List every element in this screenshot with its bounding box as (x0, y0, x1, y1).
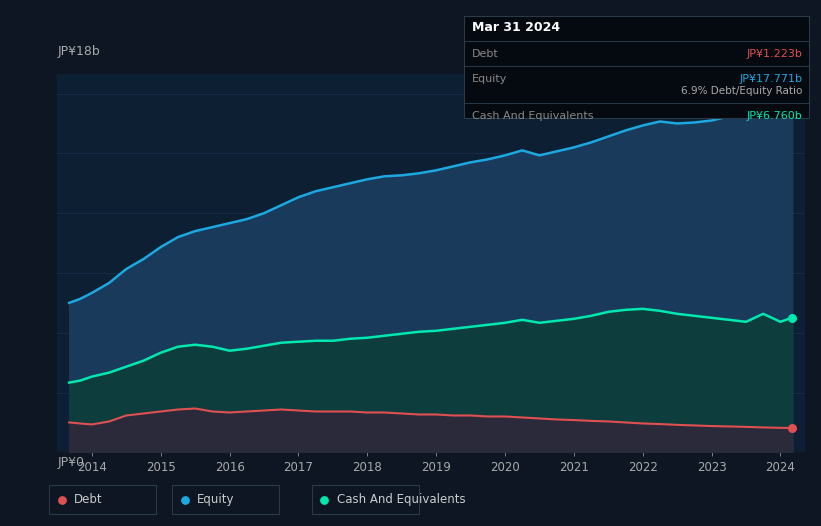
Point (786, 313, 799, 322)
Point (318, 495, 331, 504)
FancyBboxPatch shape (172, 485, 279, 514)
Text: Equity: Equity (197, 493, 235, 507)
Text: JP¥6.760b: JP¥6.760b (746, 111, 802, 122)
Point (178, 495, 191, 504)
Point (786, 94, 799, 103)
Text: Equity: Equity (472, 74, 507, 85)
Text: JP¥0: JP¥0 (57, 456, 85, 469)
Text: JP¥17.771b: JP¥17.771b (739, 74, 802, 85)
FancyBboxPatch shape (49, 485, 156, 514)
Text: Cash And Equivalents: Cash And Equivalents (472, 111, 594, 122)
Text: Debt: Debt (74, 493, 103, 507)
Point (786, 424, 799, 432)
Text: Mar 31 2024: Mar 31 2024 (472, 21, 560, 34)
FancyBboxPatch shape (312, 485, 419, 514)
Text: 6.9% Debt/Equity Ratio: 6.9% Debt/Equity Ratio (681, 86, 802, 96)
Text: Cash And Equivalents: Cash And Equivalents (337, 493, 466, 507)
Text: JP¥18b: JP¥18b (57, 45, 100, 58)
Text: Debt: Debt (472, 49, 499, 59)
Point (55, 495, 68, 504)
Text: JP¥1.223b: JP¥1.223b (746, 49, 802, 59)
